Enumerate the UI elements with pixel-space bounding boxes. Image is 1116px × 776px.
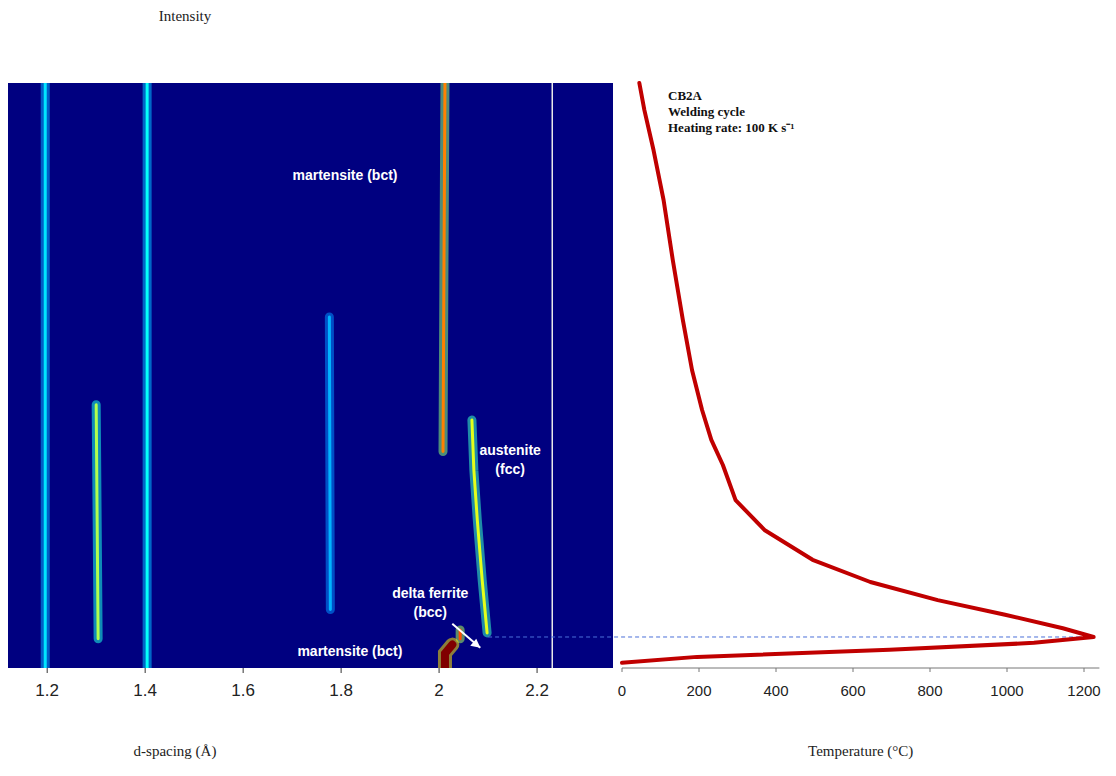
peak-glow (96, 405, 98, 639)
peak-glow (41, 83, 50, 668)
tick-label: 1000 (990, 682, 1023, 699)
tick (930, 668, 931, 672)
tick (145, 668, 146, 673)
peak (96, 405, 98, 639)
peak (445, 645, 452, 668)
tick (341, 668, 342, 673)
tick-label: 1.2 (35, 681, 59, 700)
tick-label: 1.8 (329, 681, 353, 700)
annotation: Welding cycle (668, 104, 745, 119)
tick (1007, 668, 1008, 672)
map-marks (45, 83, 552, 668)
tick-label: 200 (686, 682, 711, 699)
tick (1084, 668, 1085, 672)
tick-label: 0 (618, 682, 626, 699)
annotation: CB2A (668, 88, 703, 103)
tick (699, 668, 700, 672)
peak (443, 83, 445, 452)
annotation: (fcc) (495, 461, 525, 477)
annotation: austenite (479, 442, 541, 458)
title: Intensity (159, 8, 212, 24)
peak-glow (443, 83, 445, 452)
tick-label: 1.6 (231, 681, 255, 700)
tick-label: 800 (917, 682, 942, 699)
annotation: Heating rate: 100 K s⁻¹ (668, 120, 794, 135)
tick (537, 668, 538, 673)
tick (243, 668, 244, 673)
tick (622, 668, 623, 672)
tick-label: 1.4 (133, 681, 157, 700)
peak-glow (143, 83, 152, 668)
tick (853, 668, 854, 672)
tick-label: 1200 (1067, 682, 1100, 699)
annotation: delta ferrite (392, 585, 468, 601)
peak (146, 83, 149, 668)
peak-glow (445, 645, 452, 668)
tick (776, 668, 777, 672)
tick-label: 2 (434, 681, 443, 700)
figure: 1.2 1.4 1.6 1.8 2 2.2 Intensity d-spacing (Å) ma… (0, 0, 1116, 776)
tick (47, 668, 48, 673)
tick-label: 2.2 (525, 681, 549, 700)
peak (44, 83, 47, 668)
temperature-curve (622, 83, 1094, 663)
peak (328, 317, 332, 610)
curve-group (622, 83, 1094, 663)
arrow (452, 624, 480, 648)
annotation: (bcc) (414, 604, 447, 620)
peak-glow (325, 317, 335, 610)
tick-label: 600 (840, 682, 865, 699)
annotation: martensite (bct) (293, 167, 398, 183)
annotation: martensite (bct) (297, 643, 402, 659)
tick (439, 668, 440, 673)
axis-title: d-spacing (Å) (134, 743, 217, 760)
arrow-head (470, 639, 480, 648)
x-axis (622, 668, 1099, 669)
reference-line (552, 83, 554, 668)
axis-title: Temperature (°C) (808, 743, 913, 760)
map-background (8, 83, 613, 668)
peak-guide (488, 636, 1094, 637)
tick-label: 400 (763, 682, 788, 699)
